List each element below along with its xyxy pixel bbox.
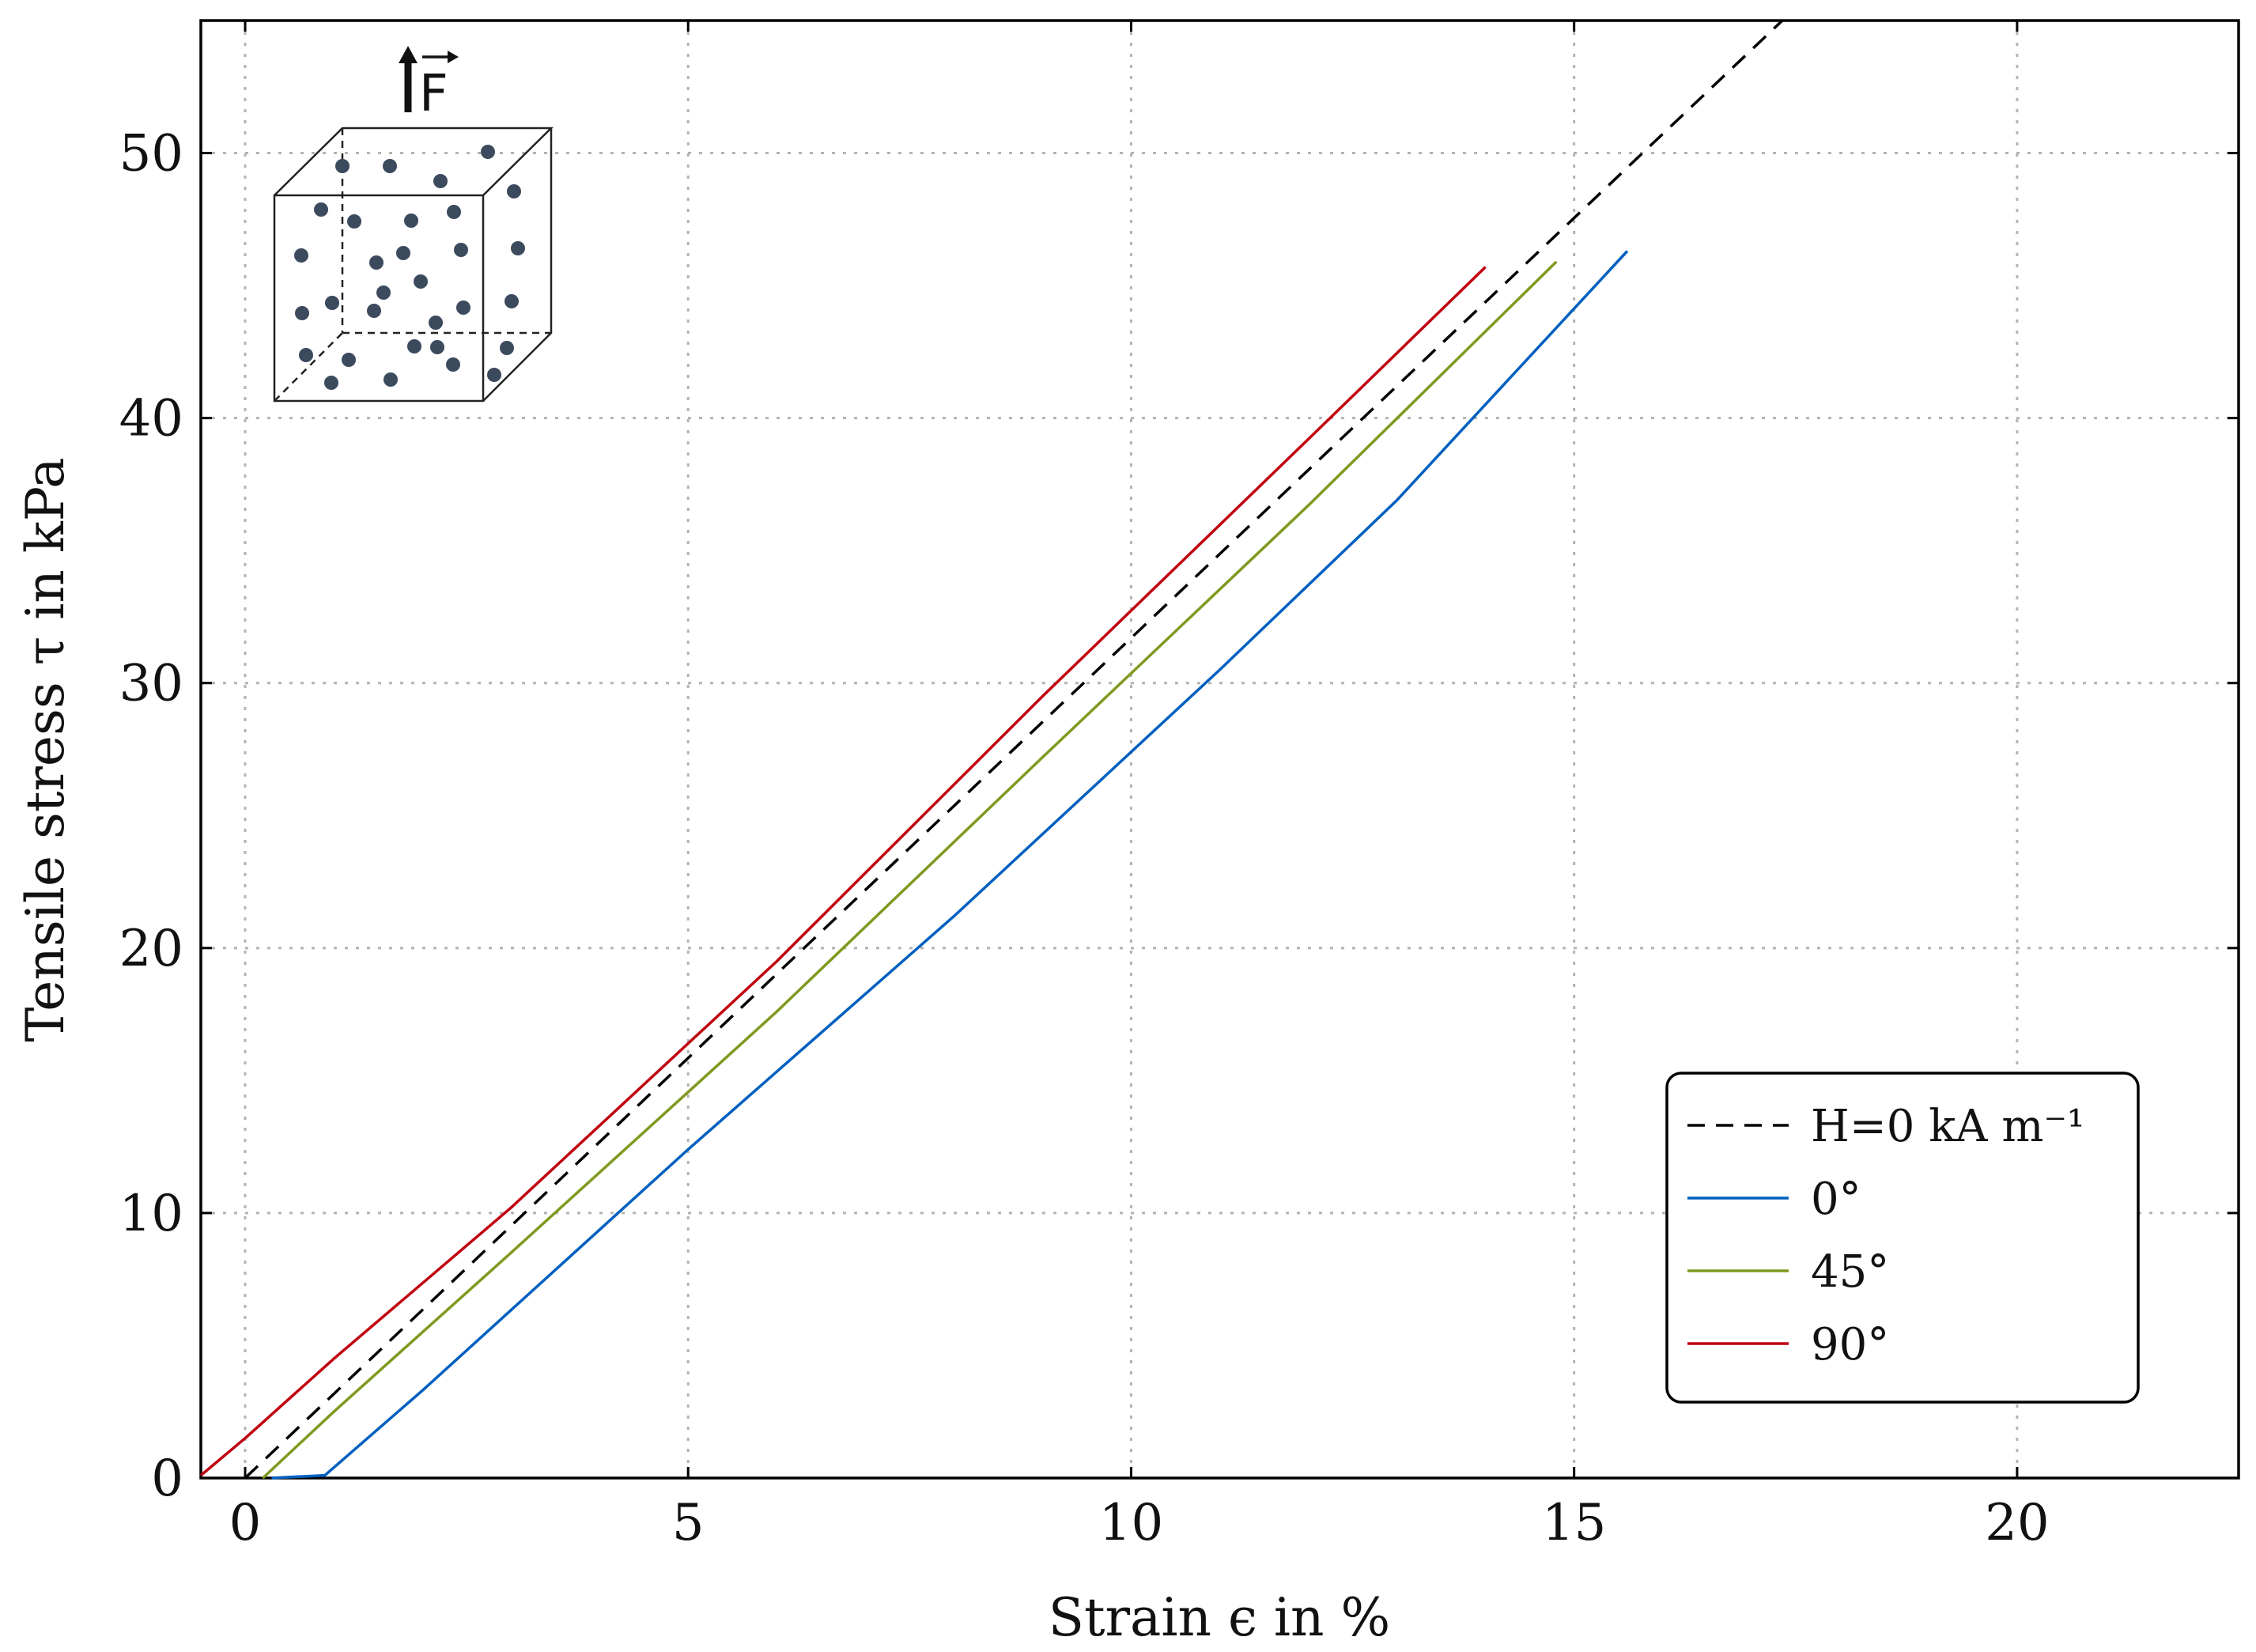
x-tick-label: 15 (1542, 1494, 1606, 1552)
cube-top-face (274, 127, 554, 196)
y-tick-label: 0 (151, 1450, 183, 1508)
particle (456, 301, 470, 315)
legend-label-3: 90° (1811, 1319, 1889, 1370)
y-tick-label: 20 (119, 920, 183, 978)
x-tick-label: 20 (1985, 1494, 2049, 1552)
x-axis-title: Strain ϵ in % (1049, 1587, 1390, 1648)
particle (384, 372, 398, 387)
x-tick-label: 0 (229, 1494, 262, 1552)
particle (507, 184, 521, 198)
particle-cube-inset: F (273, 46, 554, 403)
series-line-2 (262, 260, 1558, 1480)
y-tick-label: 10 (119, 1185, 183, 1243)
particle (342, 353, 356, 367)
cube-back-edge (274, 332, 343, 402)
particle (369, 255, 384, 270)
legend-label-0: H=0 kA m⁻¹ (1811, 1101, 2084, 1152)
particle (446, 357, 460, 372)
y-tick-label: 50 (119, 125, 183, 183)
particle (500, 341, 514, 355)
series-line-1 (271, 250, 1629, 1480)
particle (504, 294, 519, 308)
legend: H=0 kA m⁻¹ 0° 45° 90° (1665, 1072, 2140, 1404)
particle (487, 368, 501, 382)
particle (347, 214, 361, 229)
particle (429, 316, 443, 330)
x-tick-label: 5 (672, 1494, 705, 1552)
force-arrow-head (399, 46, 418, 63)
legend-label-1: 0° (1811, 1174, 1861, 1225)
particle (383, 159, 397, 173)
particle (430, 340, 444, 354)
particle (433, 174, 448, 188)
x-tick-label: 10 (1099, 1494, 1163, 1552)
particle (295, 306, 309, 320)
particle (396, 246, 410, 260)
force-label: F (419, 65, 448, 123)
series-layer (199, 19, 1784, 1480)
particle (481, 145, 495, 159)
particle (299, 348, 313, 362)
particle (335, 159, 350, 173)
particle (511, 241, 525, 255)
axis-ticks (201, 21, 2239, 1480)
particle (454, 243, 468, 257)
plot-frame (199, 19, 2240, 1480)
y-tick-label: 30 (119, 655, 183, 713)
particle (404, 214, 418, 228)
particle (414, 274, 428, 289)
particles (294, 145, 525, 390)
legend-box (1665, 1072, 2140, 1404)
series-line-3 (199, 266, 1487, 1476)
particle (407, 339, 421, 353)
legend-label-2: 45° (1811, 1246, 1889, 1298)
particle (294, 248, 308, 263)
particle (324, 376, 338, 390)
particle (325, 296, 339, 310)
series-line-0 (244, 19, 1784, 1480)
force-vector-arrowhead (448, 51, 459, 63)
y-axis-title: Tensile stress τ in kPa (15, 457, 76, 1041)
particle (314, 202, 328, 217)
cube-front-face (273, 194, 485, 403)
particle (367, 304, 381, 318)
particle (376, 285, 391, 300)
tick-labels: 0 5 10 15 20 0 10 20 30 40 50 (119, 125, 2050, 1552)
y-tick-label: 40 (119, 390, 183, 448)
cube-right-face (482, 128, 553, 402)
particle (447, 205, 461, 219)
